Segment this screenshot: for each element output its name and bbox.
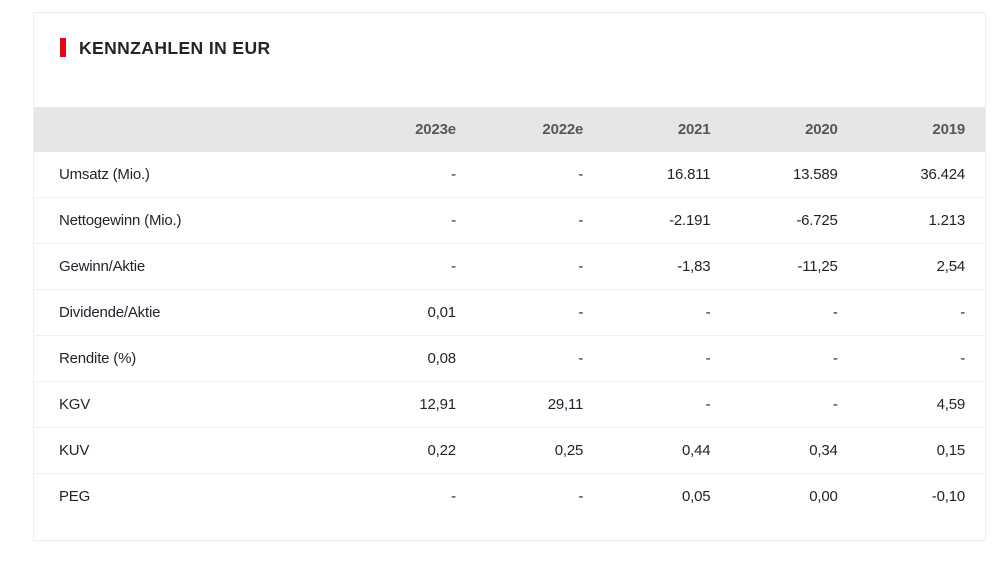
row-label: Umsatz (Mio.) — [59, 165, 150, 183]
label-column-header — [34, 106, 329, 152]
year-column-header-2019: 2019 — [837, 106, 985, 152]
cell-value: - — [837, 335, 985, 382]
table-row-rendite: Rendite (%) 0,08 - - - - — [34, 335, 985, 382]
cell-value: - — [710, 381, 838, 428]
cell-value: 36.424 — [920, 165, 965, 183]
cell-value: 1.213 — [837, 197, 985, 244]
title-row: KENNZAHLEN IN EUR — [34, 13, 985, 58]
cell-value: - — [455, 243, 583, 290]
cell-value: - — [710, 335, 838, 382]
cell-value: 0,15 — [837, 427, 985, 474]
row-label: PEG — [34, 473, 329, 520]
row-label: KGV — [34, 381, 329, 428]
cell-value: 0,22 — [328, 427, 456, 474]
cell-value: 0,44 — [583, 427, 711, 474]
cell-value: - — [583, 289, 711, 336]
table-row-umsatz: Umsatz (Mio.) - - 16.811 13.589 36.424 — [34, 152, 985, 198]
table-row-kgv: KGV 12,91 29,11 - - 4,59 — [34, 381, 985, 428]
row-label: Gewinn/Aktie — [34, 243, 329, 290]
cell-value: 16.811 — [666, 165, 711, 183]
kennzahlen-card: KENNZAHLEN IN EUR 2023e 2022e 2021 2020 … — [33, 12, 986, 541]
cell-value: 29,11 — [455, 381, 583, 428]
cell-value: - — [837, 289, 985, 336]
cell-value: 2,54 — [837, 243, 985, 290]
cell-value: - — [578, 165, 584, 183]
year-column-header-2022e: 2022e — [455, 106, 583, 152]
cell-value: - — [451, 165, 456, 183]
row-label: Nettogewinn (Mio.) — [34, 197, 329, 244]
page-title: KENNZAHLEN IN EUR — [79, 38, 271, 58]
row-label: Dividende/Aktie — [34, 289, 329, 336]
cell-value: -11,25 — [710, 243, 838, 290]
table-row-dividende-aktie: Dividende/Aktie 0,01 - - - - — [34, 289, 985, 336]
table-row-nettogewinn: Nettogewinn (Mio.) - - -2.191 -6.725 1.2… — [34, 197, 985, 244]
cell-value: - — [583, 335, 711, 382]
table-header-row: 2023e 2022e 2021 2020 2019 — [34, 106, 985, 152]
year-column-header-2021: 2021 — [583, 106, 711, 152]
cell-value: -0,10 — [837, 473, 985, 520]
row-label: KUV — [34, 427, 329, 474]
cell-value: 0,01 — [328, 289, 456, 336]
cell-value: 13.589 — [792, 165, 838, 183]
cell-value: - — [455, 473, 583, 520]
cell-value: - — [455, 197, 583, 244]
cell-value: 0,34 — [710, 427, 838, 474]
cell-value: - — [583, 381, 711, 428]
table-row-peg: PEG - - 0,05 0,00 -0,10 — [34, 473, 985, 520]
cell-value: 0,00 — [710, 473, 838, 520]
cell-value: 4,59 — [837, 381, 985, 428]
cell-value: 12,91 — [328, 381, 456, 428]
cell-value: -2.191 — [583, 197, 711, 244]
red-accent-bar — [60, 38, 66, 58]
row-label: Rendite (%) — [34, 335, 329, 382]
cell-value: - — [455, 335, 583, 382]
cell-value: -6.725 — [710, 197, 838, 244]
year-column-header-2020: 2020 — [710, 106, 838, 152]
cell-value: 0,05 — [583, 473, 711, 520]
cell-value: - — [328, 197, 456, 244]
table-row-gewinn-aktie: Gewinn/Aktie - - -1,83 -11,25 2,54 — [34, 243, 985, 290]
kennzahlen-table: 2023e 2022e 2021 2020 2019 Umsatz (Mio.)… — [34, 106, 985, 520]
cell-value: - — [328, 243, 456, 290]
cell-value: - — [455, 289, 583, 336]
table-row-kuv: KUV 0,22 0,25 0,44 0,34 0,15 — [34, 427, 985, 474]
cell-value: 0,25 — [455, 427, 583, 474]
year-column-header-2023e: 2023e — [328, 106, 456, 152]
cell-value: - — [710, 289, 838, 336]
cell-value: 0,08 — [328, 335, 456, 382]
cell-value: -1,83 — [583, 243, 711, 290]
cell-value: - — [328, 473, 456, 520]
